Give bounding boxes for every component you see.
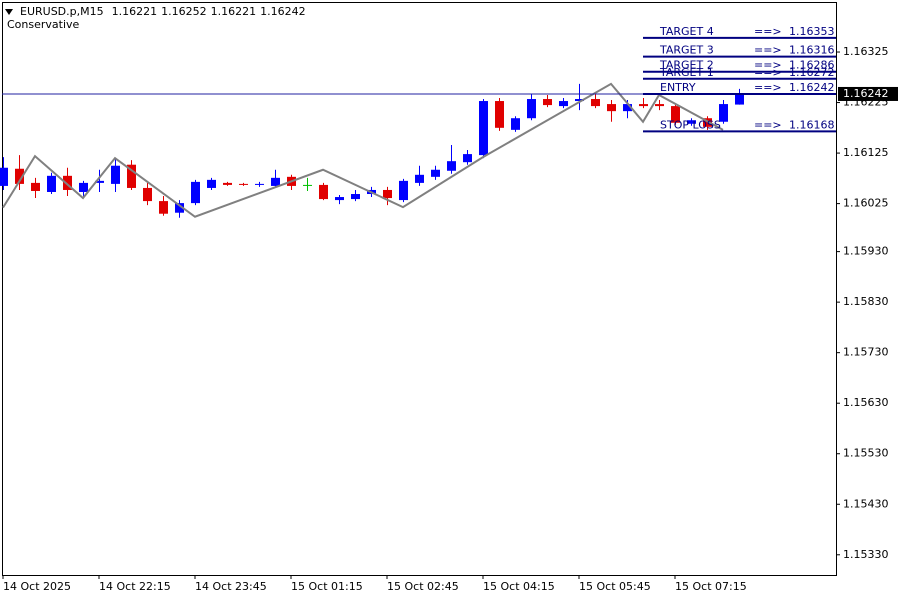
candle-body: [575, 99, 584, 102]
candle-body: [447, 161, 456, 171]
y-tick-label: 1.16025: [843, 197, 889, 210]
x-tick-label: 14 Oct 2025: [3, 580, 71, 593]
candle-body: [95, 180, 104, 183]
level-label: TARGET 1: [659, 66, 714, 79]
level-value: 1.16286: [789, 59, 835, 72]
x-tick-label: 15 Oct 05:45: [579, 580, 651, 593]
y-tick-label: 1.15430: [843, 497, 889, 510]
x-tick-label: 15 Oct 07:15: [675, 580, 747, 593]
candle-body: [623, 104, 632, 112]
level-arrow: ==>: [754, 81, 782, 94]
candle-body: [719, 104, 728, 122]
x-tick-label: 14 Oct 23:45: [195, 580, 267, 593]
y-tick-label: 1.15630: [843, 396, 889, 409]
candle-body: [0, 167, 8, 186]
header-open: 1.16221: [112, 5, 158, 18]
candle-body: [79, 182, 88, 192]
x-tick-label: 15 Oct 02:45: [387, 580, 459, 593]
level-arrow: ==>: [754, 44, 782, 57]
candle-body: [335, 197, 344, 201]
level-label: TARGET 3: [659, 44, 714, 57]
y-tick-label: 1.16125: [843, 146, 889, 159]
candle-body: [399, 180, 408, 201]
candle-body: [687, 120, 696, 124]
y-tick-label: 1.16325: [843, 45, 889, 58]
candle-body: [655, 104, 664, 107]
header-close: 1.16242: [260, 5, 306, 18]
candle-body: [207, 179, 216, 188]
menu-arrow[interactable]: [5, 9, 13, 15]
price-tag: [838, 86, 898, 101]
level-label: STOP LOSS: [660, 118, 721, 131]
y-tick-label: 1.15530: [843, 447, 889, 460]
candle-body: [511, 118, 520, 130]
level-value: 1.16168: [789, 118, 835, 131]
y-tick-label: 1.15330: [843, 548, 889, 561]
y-tick-label: 1.15830: [843, 295, 889, 308]
price-tag-label: 1.16242: [843, 87, 889, 100]
symbol: EURUSD.p,M15: [20, 5, 104, 18]
candle-body: [351, 194, 360, 200]
indicator-name: Conservative: [7, 18, 80, 31]
candle-body: [271, 177, 280, 186]
level-arrow: ==>: [754, 66, 782, 79]
level-value: 1.16272: [789, 66, 835, 79]
level-label: TARGET 4: [659, 25, 714, 38]
candle-body: [175, 203, 184, 213]
candle-body: [415, 174, 424, 183]
level-value: 1.16316: [789, 44, 835, 57]
candle-body: [463, 154, 472, 163]
candle-body: [591, 99, 600, 107]
level-label: TARGET 2: [659, 59, 714, 72]
header-high: 1.16252: [161, 5, 207, 18]
header: EURUSD.p,M15 1.16221 1.16252 1.16221 1.16242: [20, 5, 306, 18]
candle-body: [671, 106, 680, 123]
x-tick-label: 15 Oct 01:15: [291, 580, 363, 593]
candle-body: [735, 93, 744, 105]
candle-body: [255, 183, 264, 185]
candle-body: [495, 101, 504, 128]
level-arrow: ==>: [754, 59, 782, 72]
candle-body: [63, 175, 72, 190]
candle-body: [431, 169, 440, 177]
level-value: 1.16242: [789, 81, 835, 94]
candle-body: [559, 101, 568, 107]
x-tick-label: 14 Oct 22:15: [99, 580, 171, 593]
candle-body: [479, 101, 488, 156]
level-arrow: ==>: [754, 118, 782, 131]
candle-body: [527, 99, 536, 119]
candle-body: [607, 104, 616, 112]
y-tick-label: 1.15730: [843, 346, 889, 359]
candle-body: [239, 183, 248, 185]
candle-body: [543, 99, 552, 106]
candle-body: [143, 187, 152, 202]
level-label: ENTRY: [660, 81, 696, 94]
candle-body: [191, 181, 200, 204]
level-value: 1.16353: [789, 25, 835, 38]
level-arrow: ==>: [754, 25, 782, 38]
candle-body: [383, 189, 392, 199]
y-tick-label: 1.15930: [843, 245, 889, 258]
candle-body: [47, 175, 56, 192]
candle-body: [639, 104, 648, 107]
candle-body: [159, 201, 168, 214]
candle-body: [127, 164, 136, 188]
candle-body: [223, 182, 232, 185]
header-low: 1.16221: [211, 5, 257, 18]
candle-body: [319, 184, 328, 200]
x-tick-label: 15 Oct 04:15: [483, 580, 555, 593]
candle-body: [111, 165, 120, 184]
candle-body: [15, 168, 24, 184]
zigzag-line: [2, 82, 724, 218]
plot-frame: [2, 2, 837, 576]
candle-body: [31, 182, 40, 191]
